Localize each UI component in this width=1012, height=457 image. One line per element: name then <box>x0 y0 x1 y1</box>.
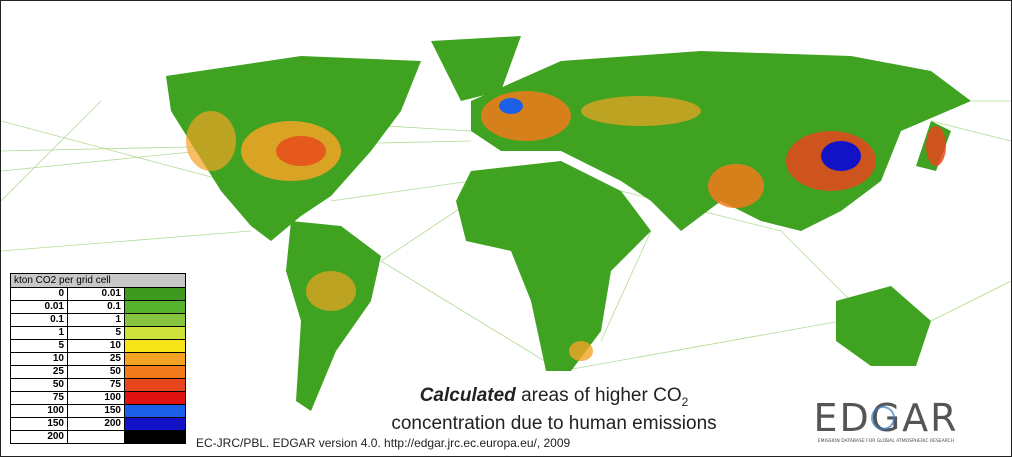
legend-to <box>67 430 125 444</box>
legend-swatch <box>124 365 186 379</box>
caption-subscript: 2 <box>682 395 689 409</box>
legend-from: 0.1 <box>10 313 68 327</box>
legend-swatch <box>124 391 186 405</box>
legend-from: 50 <box>10 378 68 392</box>
legend-to: 150 <box>67 404 125 418</box>
legend-row: 0.01 0.1 <box>10 300 186 314</box>
logo-name: EDGAR <box>813 396 958 440</box>
legend-row: 50 75 <box>10 378 186 392</box>
legend-swatch <box>124 300 186 314</box>
legend-to: 0.01 <box>67 287 125 301</box>
legend-swatch <box>124 339 186 353</box>
legend-to: 5 <box>67 326 125 340</box>
legend-to: 0.1 <box>67 300 125 314</box>
legend-to: 10 <box>67 339 125 353</box>
legend-from: 0.01 <box>10 300 68 314</box>
legend-from: 100 <box>10 404 68 418</box>
legend-from: 0 <box>10 287 68 301</box>
shipping-lanes <box>1 100 1011 372</box>
legend-swatch <box>124 326 186 340</box>
legend-to: 200 <box>67 417 125 431</box>
legend-swatch <box>124 352 186 366</box>
legend-row: 0 0.01 <box>10 287 186 301</box>
legend-row: 10 25 <box>10 352 186 366</box>
legend-to: 100 <box>67 391 125 405</box>
legend-row: 200 <box>10 430 186 444</box>
caption-emphasis: Calculated <box>420 385 516 406</box>
legend-swatch <box>124 404 186 418</box>
legend-swatch <box>124 287 186 301</box>
legend-from: 150 <box>10 417 68 431</box>
legend-from: 5 <box>10 339 68 353</box>
legend-swatch <box>124 313 186 327</box>
legend-to: 25 <box>67 352 125 366</box>
legend-row: 25 50 <box>10 365 186 379</box>
legend-to: 75 <box>67 378 125 392</box>
legend-row: 5 10 <box>10 339 186 353</box>
emission-hotspots <box>186 91 946 361</box>
legend-swatch <box>124 378 186 392</box>
legend-title: kton CO2 per grid cell <box>10 273 186 288</box>
legend: kton CO2 per grid cell 0 0.01 0.01 0.1 0.1 1 1… <box>10 273 186 444</box>
logo-globe <box>871 406 895 430</box>
legend-row: 150 200 <box>10 417 186 431</box>
source-note: EC-JRC/PBL. EDGAR version 4.0. http://ed… <box>196 436 571 450</box>
caption-text: areas of higher CO <box>516 385 682 406</box>
legend-row: 75 100 <box>10 391 186 405</box>
land <box>166 36 971 411</box>
legend-to: 50 <box>67 365 125 379</box>
legend-from: 75 <box>10 391 68 405</box>
legend-to: 1 <box>67 313 125 327</box>
logo-tagline: EMISSION DATABASE FOR GLOBAL ATMOSPHERIC… <box>818 438 954 444</box>
legend-from: 10 <box>10 352 68 366</box>
legend-from: 200 <box>10 430 68 444</box>
legend-swatch <box>124 430 186 444</box>
legend-from: 25 <box>10 365 68 379</box>
legend-row: 100 150 <box>10 404 186 418</box>
caption-line-1: Calculated areas of higher CO2 <box>420 385 689 409</box>
legend-row: 0.1 1 <box>10 313 186 327</box>
legend-from: 1 <box>10 326 68 340</box>
caption-line-2: concentration due to human emissions <box>391 413 716 434</box>
legend-swatch <box>124 417 186 431</box>
